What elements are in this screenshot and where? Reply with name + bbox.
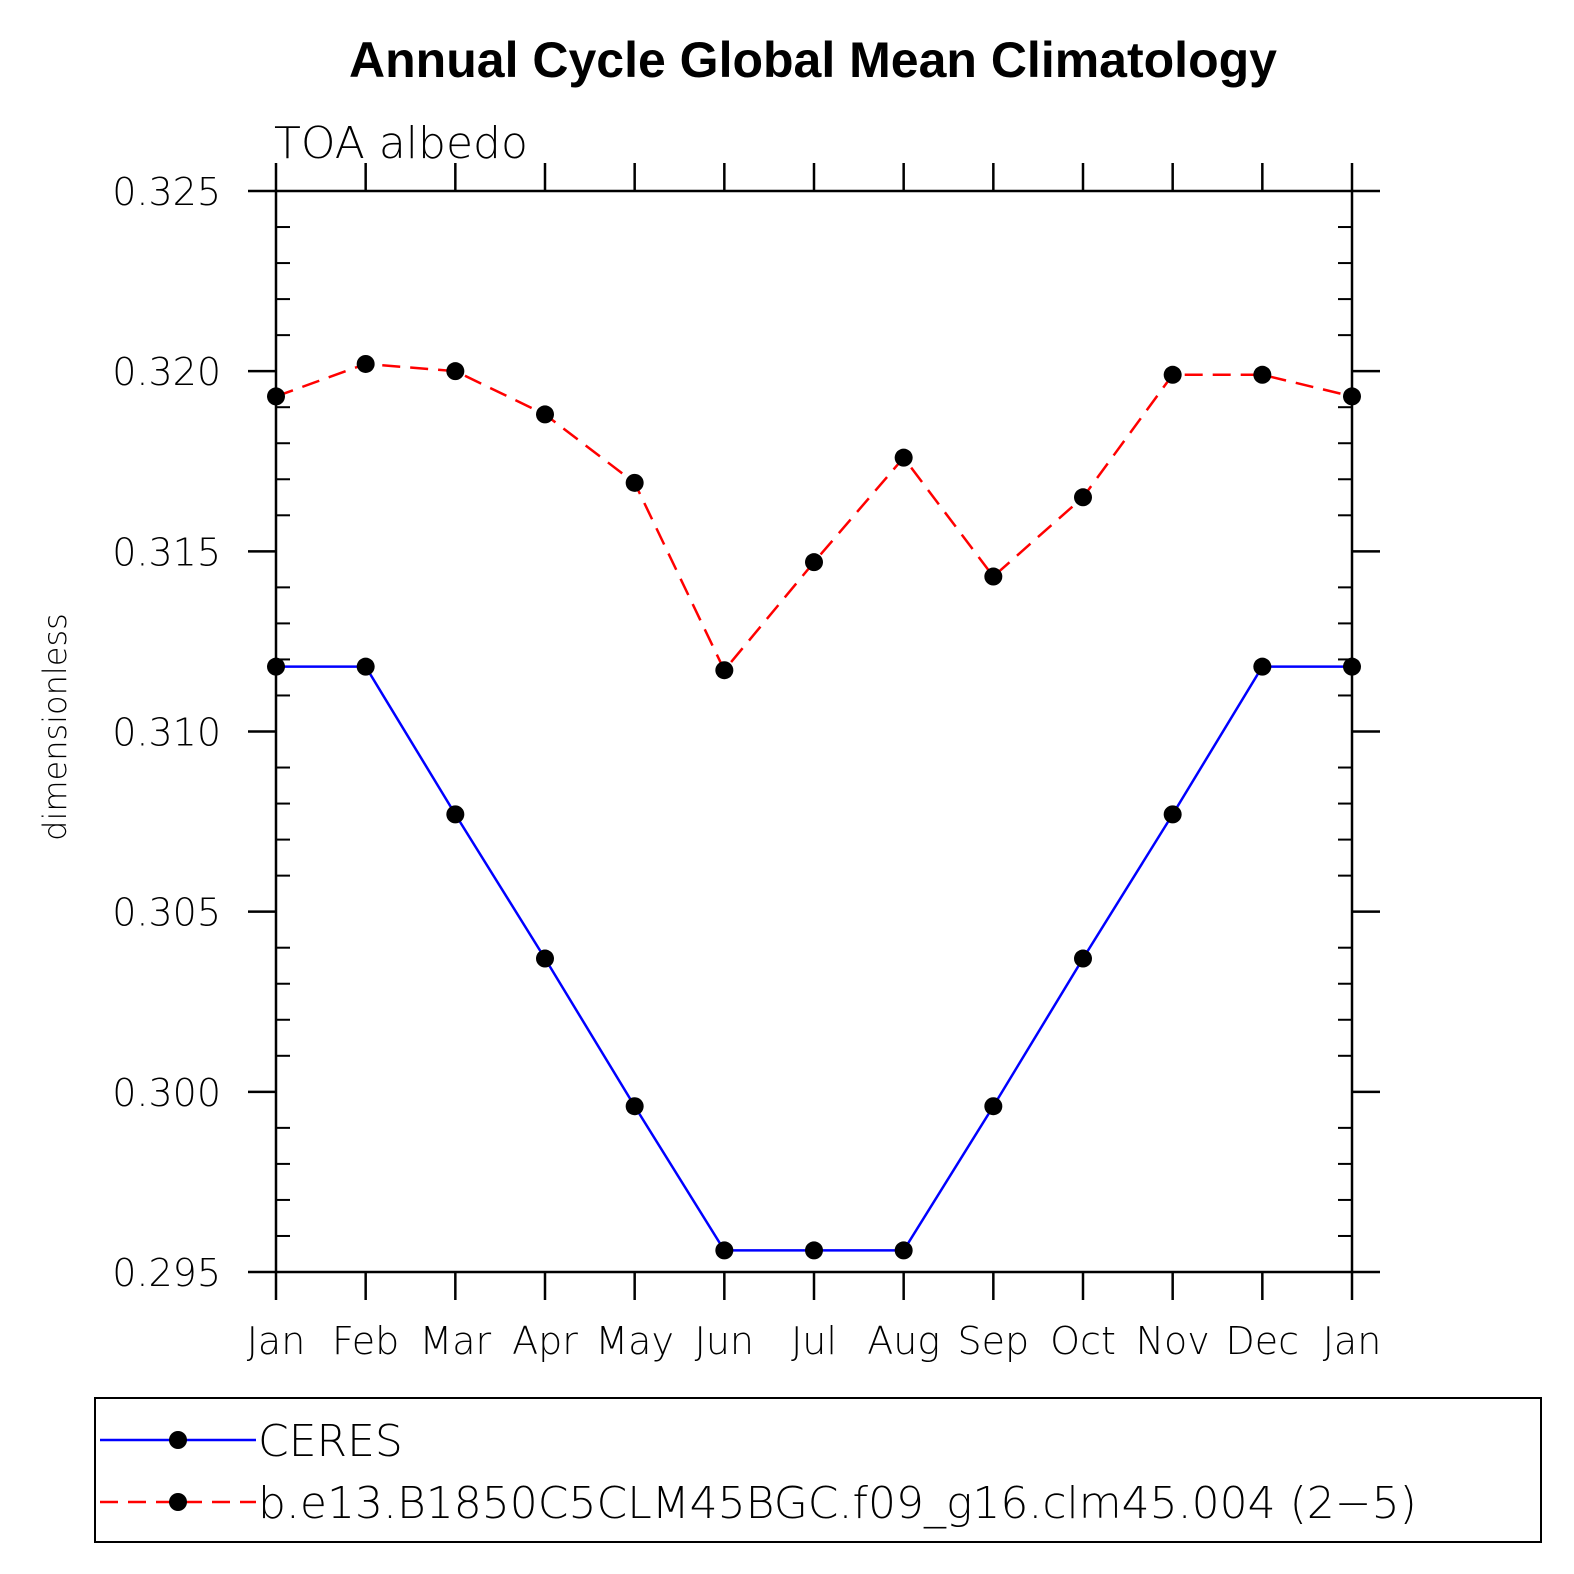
data-point (1074, 488, 1092, 507)
legend-marker (169, 1431, 187, 1449)
x-tick-label: Dec (1226, 1319, 1300, 1363)
legend-label: b.e13.B1850C5CLM45BGC.f09_g16.clm45.004 … (258, 1478, 1417, 1529)
chart-subtitle: TOA albedo (274, 118, 528, 169)
data-point (1253, 657, 1272, 676)
data-point (1074, 949, 1092, 968)
data-point (536, 405, 554, 424)
data-point (805, 1241, 823, 1260)
y-axis-label: dimensionless (36, 613, 74, 841)
data-point (267, 657, 285, 676)
x-tick-label: Feb (332, 1319, 399, 1363)
legend: CERES b.e13.B1850C5CLM45BGC.f09_g16.clm45… (94, 1397, 1542, 1543)
data-point (1343, 387, 1361, 406)
x-tick-label: Jan (1323, 1319, 1382, 1363)
data-point (446, 805, 465, 824)
plot-frame (274, 189, 1354, 1274)
series-line (275, 362, 1353, 673)
series-1 (267, 657, 1361, 1260)
y-tick-label: 0.315 (112, 530, 221, 574)
x-tick-label: Jul (791, 1319, 837, 1363)
plot-axes: 0.295 0.300 0.305 0.310 0.315 0.320 0.325 Jan Fe… (112, 163, 1381, 1363)
x-tick-label: Mar (419, 1319, 491, 1363)
y-tick-label: 0.295 (112, 1251, 221, 1295)
data-point (1343, 657, 1361, 676)
data-point (356, 354, 375, 373)
data-point (356, 657, 375, 676)
data-point (536, 949, 554, 968)
x-tick-label: Oct (1050, 1319, 1116, 1363)
x-tick-label: Sep (958, 1319, 1030, 1363)
data-point (1163, 805, 1182, 824)
y-tick-label: 0.325 (112, 170, 221, 214)
data-point (446, 362, 465, 381)
data-point (984, 1097, 1003, 1116)
x-tick-label: Jan (247, 1319, 306, 1363)
data-point (894, 448, 913, 467)
chart-title: Annual Cycle Global Mean Climatology (349, 32, 1277, 88)
series-2 (267, 354, 1361, 680)
data-point (625, 1097, 644, 1116)
y-tick-label: 0.305 (112, 891, 221, 935)
data-point (894, 1241, 913, 1260)
data-point (984, 567, 1003, 586)
data-point (1253, 365, 1272, 384)
legend-box (94, 1397, 1542, 1543)
data-point (625, 473, 644, 492)
data-point (1163, 365, 1182, 384)
x-tick-label: Nov (1136, 1319, 1210, 1363)
x-tick-label: May (595, 1319, 674, 1363)
y-tick-label: 0.300 (112, 1071, 221, 1115)
x-tick-label: Jun (695, 1319, 754, 1363)
x-tick-label: Apr (512, 1319, 578, 1363)
y-tick-label: 0.310 (112, 711, 221, 755)
series-line (276, 665, 1352, 1252)
series-layer (267, 354, 1361, 1260)
data-point (805, 553, 823, 572)
legend-marker (169, 1493, 187, 1511)
x-tick-label: Aug (867, 1319, 940, 1363)
data-point (715, 1241, 734, 1260)
legend-label: CERES (258, 1416, 403, 1467)
data-point (267, 387, 285, 406)
y-tick-label: 0.320 (112, 350, 221, 394)
data-point (715, 661, 734, 680)
